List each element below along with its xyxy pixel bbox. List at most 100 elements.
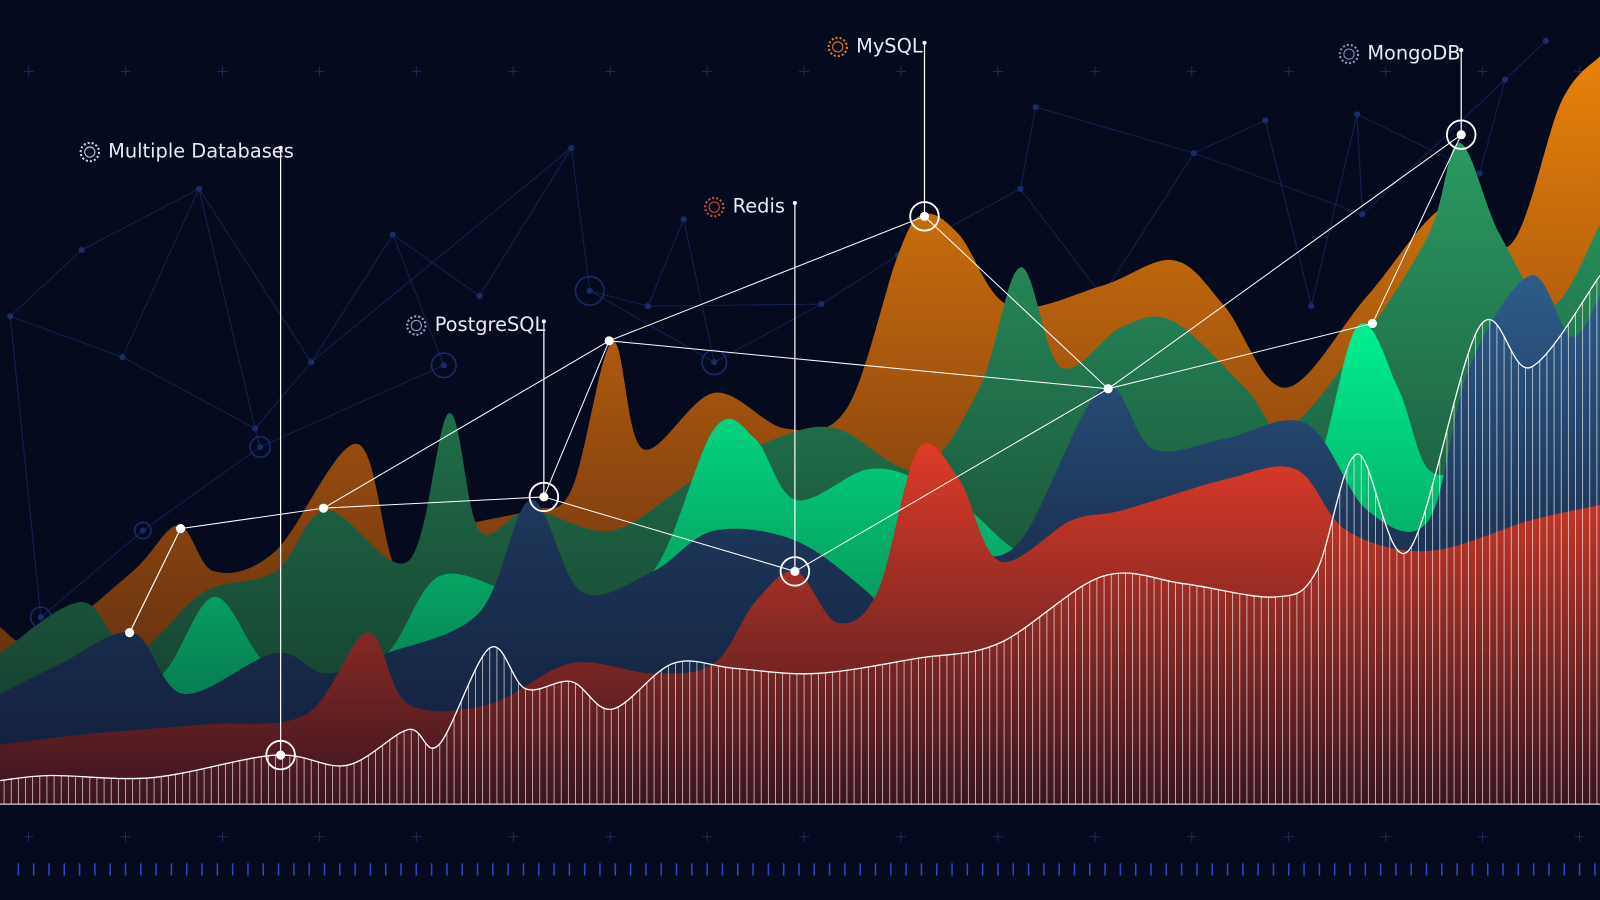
mesh-line (1264, 120, 1312, 307)
mesh-node (308, 359, 315, 366)
mesh-line (1504, 40, 1547, 80)
callout-label: Redis (733, 195, 785, 218)
callout-dot (276, 750, 286, 760)
mesh-line (589, 290, 649, 307)
signal-line (0, 275, 1600, 782)
node-dot (124, 628, 135, 638)
callout-dot (790, 566, 800, 577)
mesh-line (122, 356, 256, 430)
label-icon-core (832, 41, 844, 53)
mesh-line (198, 188, 256, 429)
mesh-line (683, 219, 715, 363)
mesh-node (586, 287, 593, 294)
mesh-line (1310, 114, 1358, 307)
mesh-node (7, 313, 14, 320)
mesh-line (10, 315, 123, 358)
mesh-line (392, 234, 445, 366)
callout: Redis (704, 195, 811, 587)
callout-ring (265, 739, 296, 771)
label-icon-core (84, 146, 96, 158)
node-dot (1367, 318, 1378, 329)
grid-crosses (23, 66, 1585, 842)
mesh-node (1262, 117, 1269, 124)
callout-top-dot (1459, 47, 1464, 53)
mesh-node (680, 216, 687, 223)
mesh-line (310, 234, 394, 363)
mesh-node (195, 185, 203, 192)
mesh-node (37, 614, 44, 621)
callout: MySQL (827, 34, 940, 232)
mesh-line (1193, 119, 1266, 154)
mesh-node (568, 144, 575, 152)
callout-top-dot (541, 319, 546, 324)
label-icon (1338, 43, 1360, 65)
callout-top-dot (792, 201, 797, 206)
mesh-line (310, 147, 572, 363)
mesh-node (1476, 170, 1483, 177)
callout-label: Multiple Databases (108, 140, 294, 163)
mesh-line (647, 219, 685, 307)
mesh-node (1308, 303, 1315, 310)
scene: Multiple Databases PostgreSQL Redis MySQL Mo… (0, 34, 1600, 876)
signal-bars (3, 280, 1598, 805)
label-icon (79, 141, 100, 163)
mesh-node (257, 443, 264, 450)
mesh-node (1542, 37, 1549, 44)
mesh-line (589, 290, 715, 363)
label-icon-core (708, 201, 720, 213)
network-mesh (7, 37, 1549, 629)
mesh-line (1019, 188, 1103, 297)
callout-dot (539, 492, 549, 502)
mesh-line (254, 361, 312, 429)
callout-dot (1456, 130, 1466, 140)
mesh-line (142, 446, 261, 532)
mesh-line (647, 303, 822, 307)
connector (323, 215, 1109, 509)
mesh-node (818, 301, 825, 308)
mesh-line (9, 249, 82, 317)
mesh-line (121, 188, 200, 358)
mesh-node (252, 425, 259, 432)
callout: Multiple Databases (79, 140, 296, 771)
callout-ring (779, 556, 811, 587)
mesh-line (9, 316, 42, 618)
mesh-node (139, 527, 146, 534)
node-dot (1103, 384, 1113, 394)
mesh-line (392, 234, 480, 297)
mesh-node (119, 354, 126, 361)
bottom-ticks (17, 863, 1596, 876)
mesh-node (1032, 104, 1039, 111)
mesh-line (1356, 114, 1363, 215)
mesh-ring (701, 349, 728, 376)
mesh-node (1190, 149, 1197, 157)
callout-label: MySQL (856, 34, 923, 57)
callout-label: PostgreSQL (435, 313, 546, 336)
callout-ring (909, 201, 940, 232)
mesh-line (259, 364, 445, 448)
mesh-line (1193, 152, 1363, 215)
label-icon (704, 196, 725, 218)
label-icon (406, 315, 427, 336)
callout-dot (919, 211, 930, 221)
node-dot (318, 503, 329, 513)
mesh-line (81, 188, 200, 251)
mesh-line (198, 188, 312, 363)
wave-area (0, 443, 1600, 805)
mesh-ring (574, 275, 605, 306)
mesh-node (644, 303, 652, 310)
mesh-ring (430, 352, 457, 379)
mesh-line (570, 147, 591, 291)
callout: PostgreSQL (406, 313, 560, 513)
mesh-node (1502, 76, 1509, 83)
label-icon-core (1343, 48, 1355, 60)
mesh-line (821, 254, 899, 305)
mesh-line (1035, 106, 1195, 154)
mesh-node (476, 292, 483, 299)
label-icon-core (410, 319, 422, 332)
callout-ring (528, 481, 560, 513)
node-dot (176, 523, 186, 534)
mesh-line (1101, 152, 1195, 297)
mesh-ring (249, 435, 272, 458)
